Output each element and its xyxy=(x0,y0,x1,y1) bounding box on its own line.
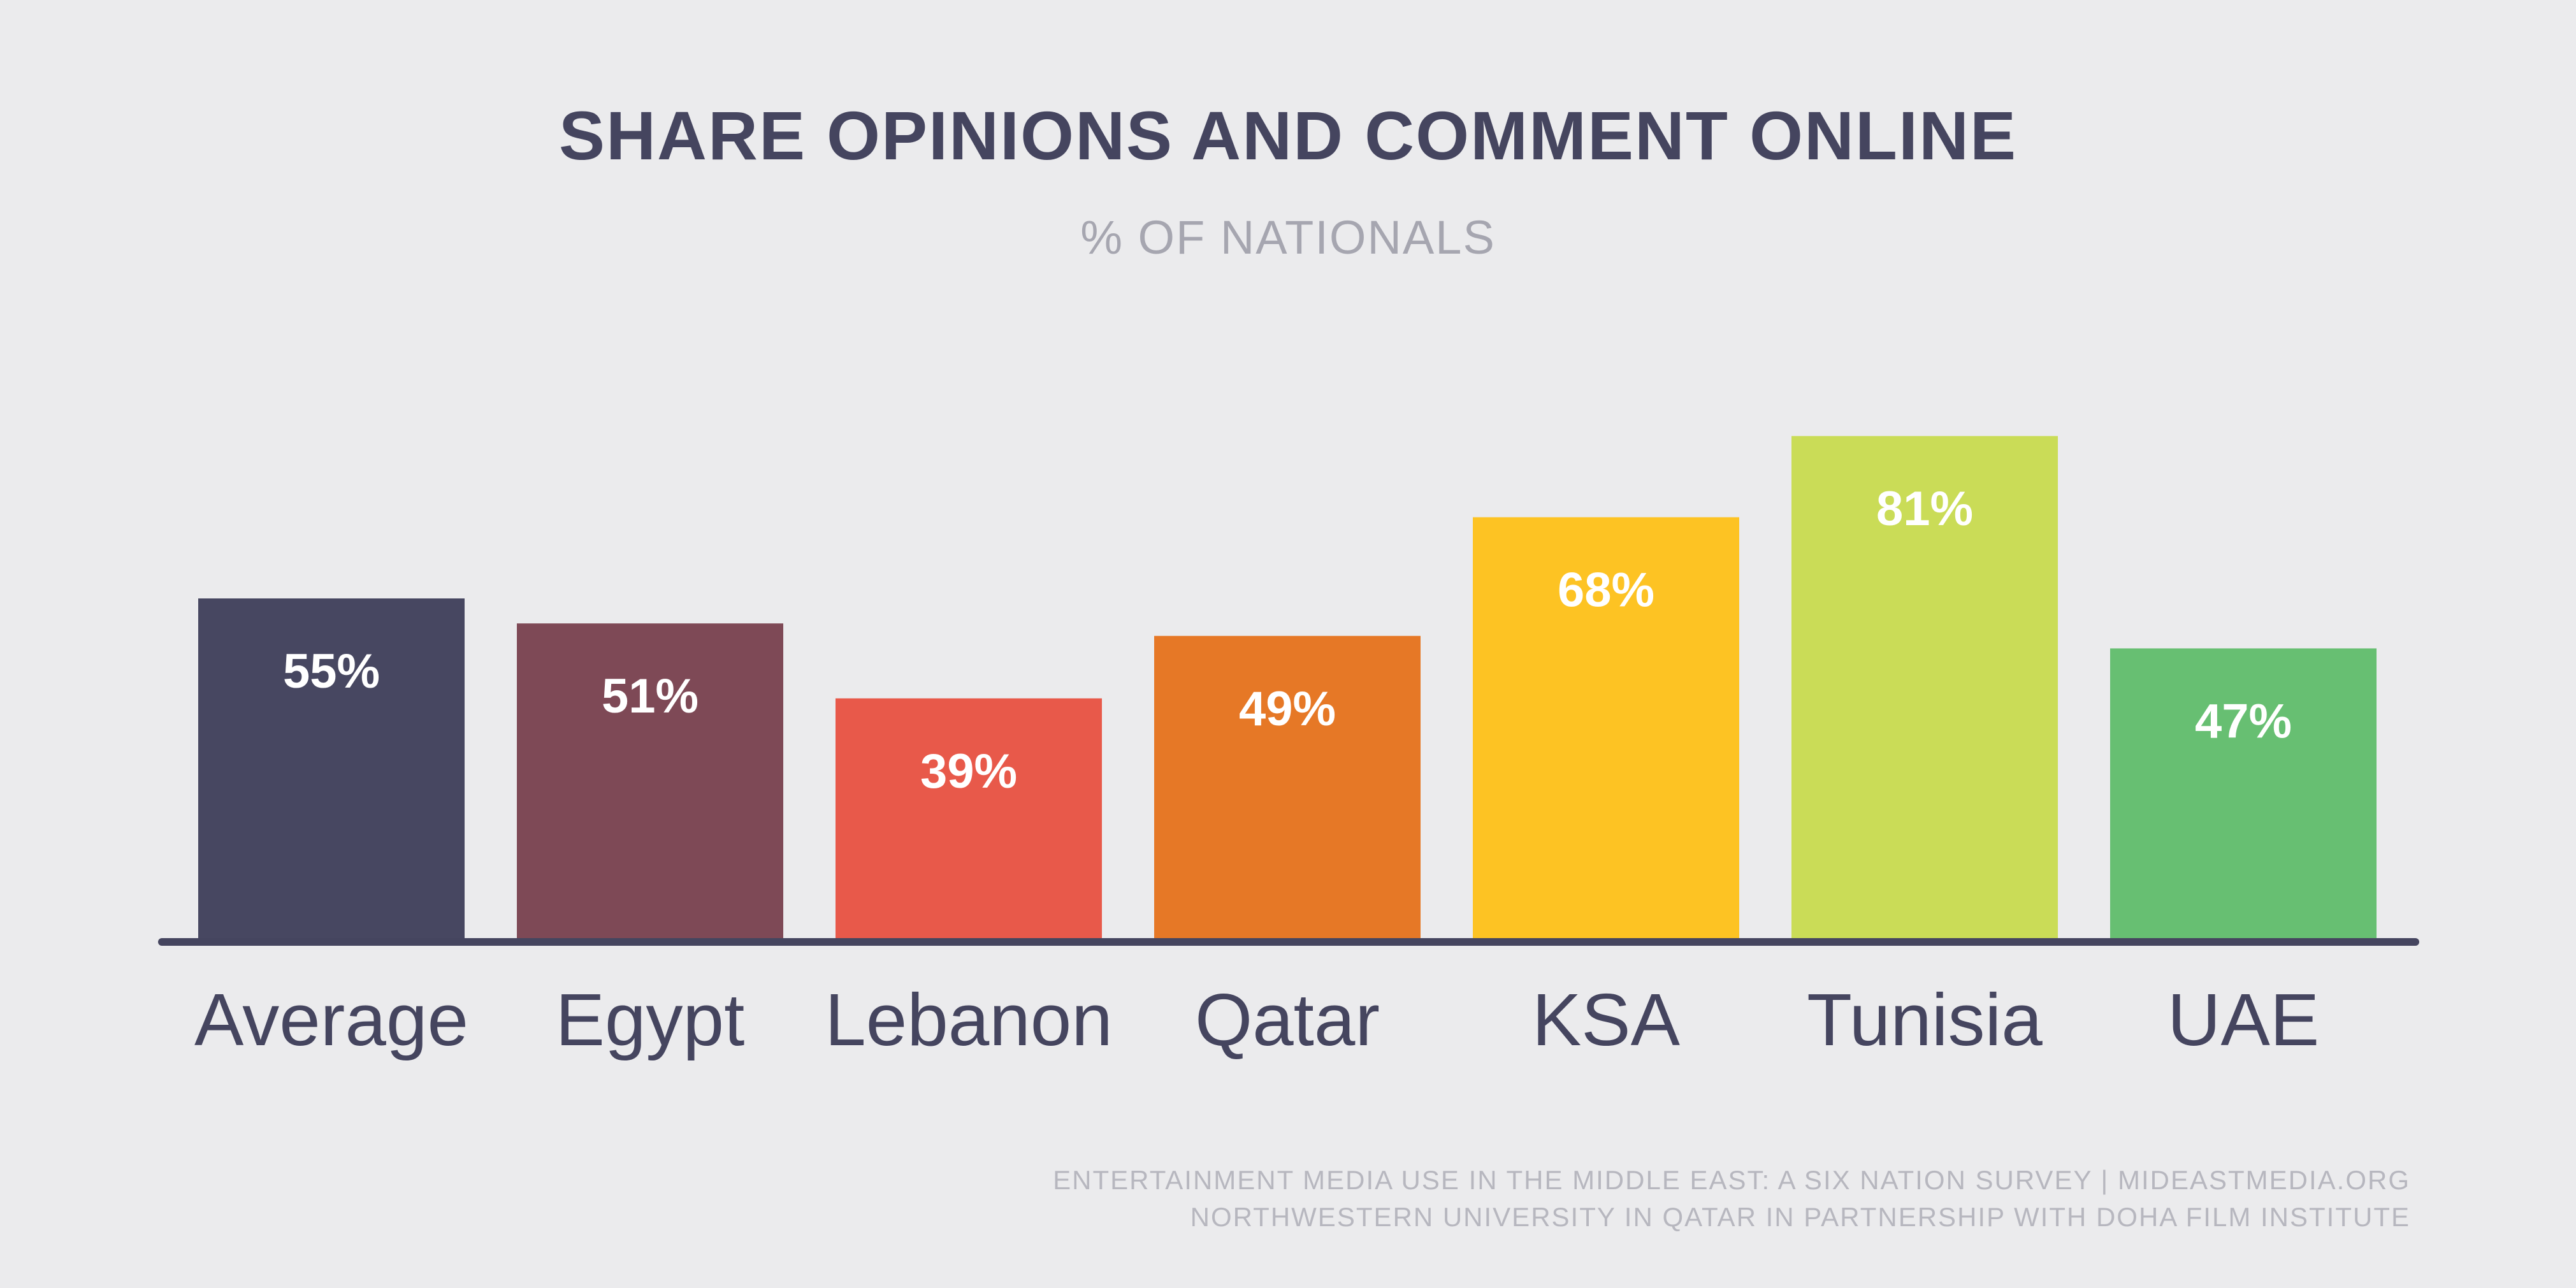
value-label-uae: 47% xyxy=(2195,694,2292,748)
category-label-tunisia: Tunisia xyxy=(1807,978,2043,1061)
category-label-uae: UAE xyxy=(2167,978,2320,1061)
category-label-ksa: KSA xyxy=(1532,978,1681,1061)
bar-qatar xyxy=(1154,635,1421,942)
bar-ksa xyxy=(1473,517,1739,942)
value-label-average: 55% xyxy=(283,644,380,698)
bar-tunisia xyxy=(1791,436,2058,942)
bar-average xyxy=(198,598,465,942)
value-label-ksa: 68% xyxy=(1558,563,1654,618)
bar-egypt xyxy=(517,623,783,942)
value-label-qatar: 49% xyxy=(1239,682,1336,736)
bar-lebanon xyxy=(836,698,1102,942)
category-label-average: Average xyxy=(194,978,468,1061)
bar-uae xyxy=(2110,648,2377,942)
chart-title: SHARE OPINIONS AND COMMENT ONLINE xyxy=(558,97,2018,174)
category-label-qatar: Qatar xyxy=(1195,978,1380,1061)
chart-subtitle: % OF NATIONALS xyxy=(1080,211,1496,264)
value-label-lebanon: 39% xyxy=(920,744,1017,799)
source-line-2: NORTHWESTERN UNIVERSITY IN QATAR IN PART… xyxy=(1190,1202,2410,1232)
category-label-egypt: Egypt xyxy=(556,978,745,1061)
category-label-lebanon: Lebanon xyxy=(825,978,1113,1061)
source-line-1: ENTERTAINMENT MEDIA USE IN THE MIDDLE EA… xyxy=(1053,1165,2410,1195)
value-label-tunisia: 81% xyxy=(1876,482,1973,536)
value-label-egypt: 51% xyxy=(602,669,698,723)
